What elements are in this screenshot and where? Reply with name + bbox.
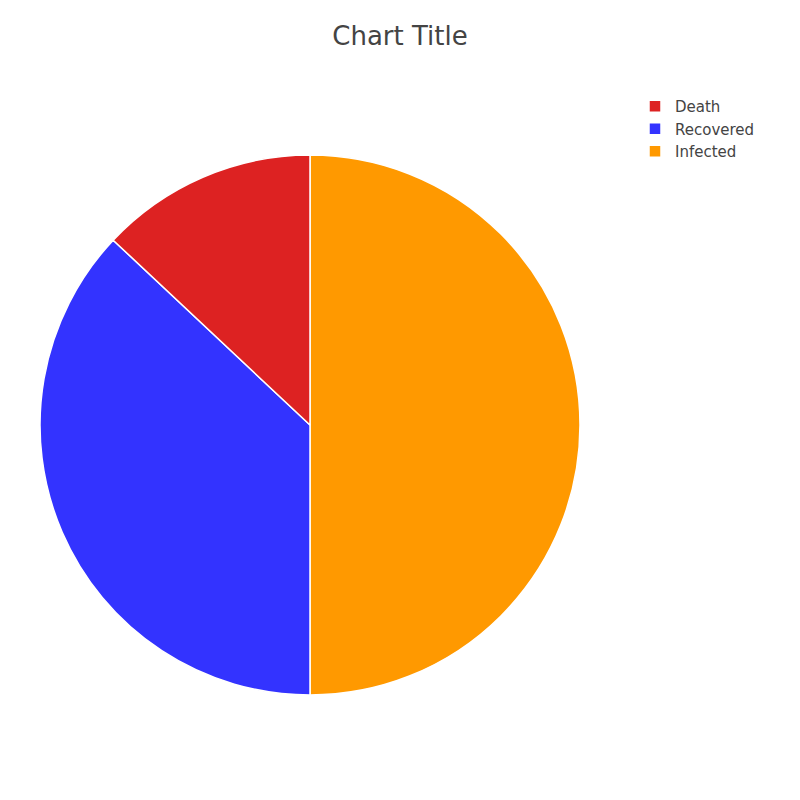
svg-text:Recovered: Recovered bbox=[675, 121, 754, 139]
svg-text:Death: Death bbox=[675, 98, 720, 116]
svg-text:Chart Title: Chart Title bbox=[332, 21, 467, 51]
svg-text:Infected: Infected bbox=[675, 143, 736, 161]
